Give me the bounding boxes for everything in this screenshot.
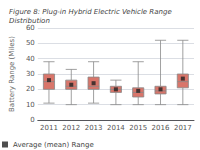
svg-text:2012: 2012 bbox=[62, 124, 80, 132]
svg-text:Distribution: Distribution bbox=[9, 17, 50, 25]
svg-text:60: 60 bbox=[26, 24, 35, 32]
svg-text:Figure 8: Plug-in Hybrid Elect: Figure 8: Plug-in Hybrid Electric Vehicl… bbox=[9, 8, 174, 16]
svg-text:2014: 2014 bbox=[107, 124, 125, 132]
svg-text:Battery Range (Miles): Battery Range (Miles) bbox=[8, 36, 16, 112]
svg-text:50: 50 bbox=[26, 39, 35, 47]
svg-text:2011: 2011 bbox=[40, 124, 58, 132]
svg-text:20: 20 bbox=[26, 85, 35, 93]
svg-text:2017: 2017 bbox=[174, 124, 192, 132]
svg-text:10: 10 bbox=[26, 101, 35, 109]
svg-text:2013: 2013 bbox=[85, 124, 103, 132]
svg-text:0: 0 bbox=[30, 116, 34, 124]
svg-text:2016: 2016 bbox=[152, 124, 170, 132]
svg-text:2015: 2015 bbox=[129, 124, 147, 132]
svg-text:Average (mean) Range: Average (mean) Range bbox=[13, 141, 94, 149]
svg-text:30: 30 bbox=[26, 70, 35, 78]
svg-text:40: 40 bbox=[26, 55, 35, 63]
